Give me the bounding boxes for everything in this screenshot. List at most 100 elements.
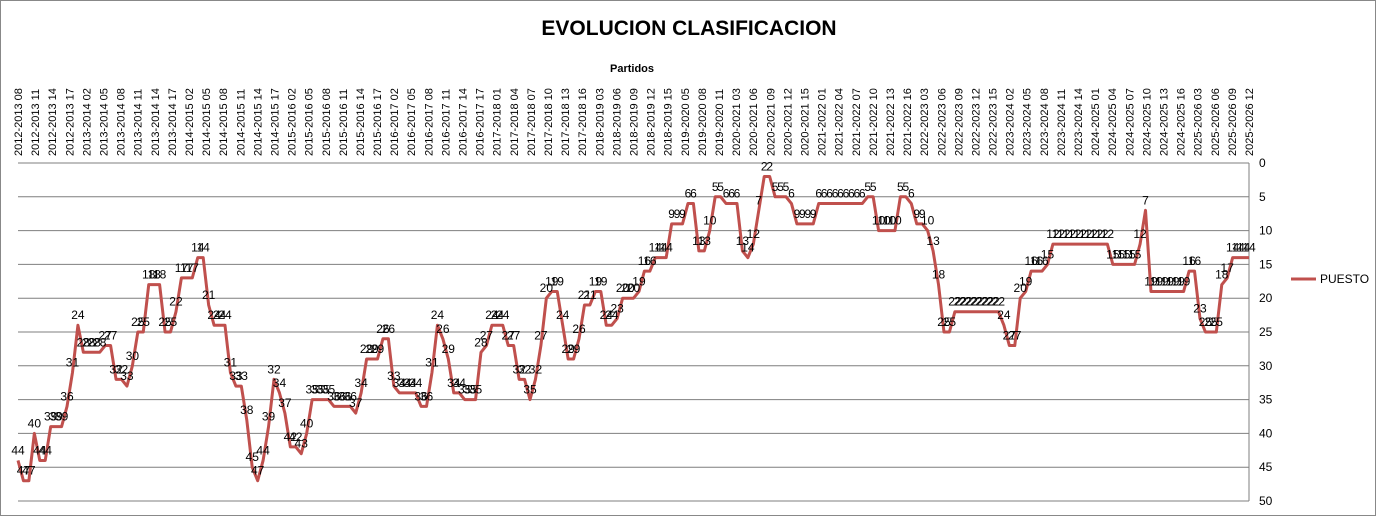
data-label: 5 xyxy=(772,180,779,194)
data-label: 20 xyxy=(616,281,630,295)
gridlines xyxy=(18,162,1250,502)
data-label: 29 xyxy=(371,342,385,356)
x-tick-label: 2017-2018 13 xyxy=(560,88,572,156)
data-label: 12 xyxy=(1079,227,1093,241)
data-label: 34 xyxy=(393,376,407,390)
data-label: 9 xyxy=(674,207,681,221)
data-label: 7 xyxy=(755,193,762,207)
data-label: 17 xyxy=(180,261,194,275)
data-label: 12 xyxy=(1046,227,1060,241)
x-tick-label: 2016-2017 05 xyxy=(406,88,418,156)
data-label: 16 xyxy=(1030,254,1044,268)
data-label: 39 xyxy=(44,410,58,424)
data-label: 16 xyxy=(1188,254,1202,268)
data-label: 9 xyxy=(799,207,806,221)
data-label: 42 xyxy=(289,430,303,444)
data-label: 14 xyxy=(1242,241,1256,255)
data-label: 34 xyxy=(398,376,412,390)
data-label: 18 xyxy=(932,268,946,282)
data-label: 22 xyxy=(986,295,1000,309)
x-tick-label: 2015-2016 11 xyxy=(338,89,350,156)
data-label: 25 xyxy=(937,315,951,329)
x-tick-label: 2018-2019 15 xyxy=(663,88,675,156)
data-label: 13 xyxy=(736,234,750,248)
data-label: 20 xyxy=(627,281,641,295)
data-label: 25 xyxy=(158,315,172,329)
y-tick-label: 30 xyxy=(1259,359,1273,373)
data-label: 31 xyxy=(66,356,80,370)
data-label: 22 xyxy=(965,295,979,309)
data-label: 13 xyxy=(926,234,940,248)
data-label: 47 xyxy=(251,464,265,478)
series-line-puesto xyxy=(16,175,1249,483)
data-label: 2 xyxy=(766,160,773,174)
data-label: 24 xyxy=(496,308,510,322)
x-tick-label: 2021-2022 01 xyxy=(817,88,829,156)
data-label: 14 xyxy=(197,241,211,255)
data-label: 18 xyxy=(142,268,156,282)
data-label: 22 xyxy=(954,295,968,309)
x-tick-label: 2019-2020 11 xyxy=(714,89,726,156)
x-tick-label: 2024-2025 13 xyxy=(1159,88,1171,156)
x-tick-label: 2024-2025 16 xyxy=(1176,88,1188,156)
data-label: 25 xyxy=(1210,315,1224,329)
x-tick-label: 2021-2022 04 xyxy=(834,88,846,156)
data-label: 23 xyxy=(610,301,624,315)
data-label: 12 xyxy=(1095,227,1109,241)
data-label: 10 xyxy=(921,214,935,228)
data-label: 35 xyxy=(305,383,319,397)
data-label: 20 xyxy=(621,281,635,295)
data-label: 5 xyxy=(783,180,790,194)
data-label: 44 xyxy=(33,443,47,457)
x-tick-label: 2016-2017 17 xyxy=(475,88,487,156)
data-label: 26 xyxy=(382,322,396,336)
x-axis-title: Partidos xyxy=(610,63,654,75)
data-label: 5 xyxy=(777,180,784,194)
data-label: 15 xyxy=(1117,247,1131,261)
data-label: 26 xyxy=(376,322,390,336)
data-label: 19 xyxy=(1166,274,1180,288)
x-tick-label: 2012-2013 17 xyxy=(64,88,76,156)
data-label: 14 xyxy=(1237,241,1251,255)
data-label: 34 xyxy=(404,376,418,390)
x-tick-label: 2014-2015 05 xyxy=(201,88,213,156)
data-label: 9 xyxy=(919,207,926,221)
y-tick-label: 50 xyxy=(1259,494,1273,508)
data-label: 18 xyxy=(147,268,161,282)
data-label: 28 xyxy=(474,335,488,349)
data-label: 15 xyxy=(1128,247,1142,261)
x-tick-label: 2016-2017 08 xyxy=(423,88,435,156)
data-label: 20 xyxy=(1014,281,1028,295)
data-label: 29 xyxy=(442,342,456,356)
x-tick-label: 2021-2022 16 xyxy=(902,88,914,156)
data-label: 28 xyxy=(82,335,96,349)
data-label: 16 xyxy=(1182,254,1196,268)
data-label: 32 xyxy=(518,362,532,376)
data-label: 24 xyxy=(605,308,619,322)
y-tick-label: 5 xyxy=(1259,190,1266,204)
x-tick-label: 2018-2019 03 xyxy=(594,88,606,156)
data-label: 22 xyxy=(992,295,1006,309)
data-label: 28 xyxy=(93,335,107,349)
data-label: 33 xyxy=(387,369,401,383)
data-label: 9 xyxy=(913,207,920,221)
data-label: 10 xyxy=(703,214,717,228)
data-label: 25 xyxy=(1204,315,1218,329)
data-label: 37 xyxy=(349,396,363,410)
data-label: 12 xyxy=(1057,227,1071,241)
data-label: 19 xyxy=(1161,274,1175,288)
data-label: 12 xyxy=(747,227,761,241)
data-label: 9 xyxy=(668,207,675,221)
data-label: 35 xyxy=(458,383,472,397)
data-label: 22 xyxy=(169,295,183,309)
x-tick-label: 2024-2025 10 xyxy=(1141,88,1153,156)
data-label: 45 xyxy=(246,450,260,464)
data-label: 14 xyxy=(741,241,755,255)
data-label: 25 xyxy=(164,315,178,329)
x-tick-label: 2014-2015 17 xyxy=(269,88,281,156)
x-tick-label: 2015-2016 14 xyxy=(355,88,367,156)
data-label: 37 xyxy=(278,396,292,410)
data-label: 12 xyxy=(1101,227,1115,241)
data-label: 32 xyxy=(529,362,543,376)
